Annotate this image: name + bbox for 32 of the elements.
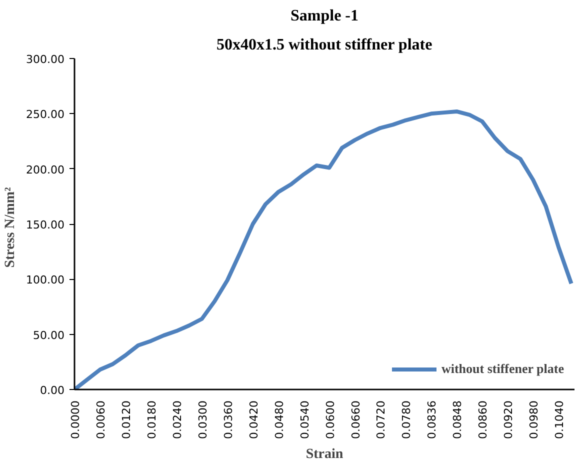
x-tick-label: 0.0300: [196, 400, 210, 439]
y-tick-label: 300.00: [26, 53, 65, 66]
x-tick-label: 0.0060: [94, 400, 108, 439]
x-tick-label: 0.0720: [374, 400, 388, 439]
x-tick-label: 0.1040: [553, 400, 566, 439]
x-tick-label: 0.0920: [502, 400, 516, 439]
y-tick-label: 0.00: [40, 384, 65, 397]
y-tick-label: 250.00: [26, 108, 65, 122]
x-tick-label: 0.0660: [349, 400, 362, 439]
x-tick-label: 0.0836: [426, 400, 439, 439]
x-tick-label: 0.0980: [528, 400, 541, 439]
y-tick-label: 150.00: [26, 218, 65, 232]
x-tick-label: 0.0780: [400, 400, 414, 439]
x-tick-label: 0.0860: [476, 400, 490, 439]
y-tick-label: 50.00: [33, 328, 65, 342]
chart-title: Sample -1: [290, 8, 358, 24]
x-tick-label: 0.0120: [120, 400, 133, 439]
y-tick-label: 200.00: [26, 163, 65, 176]
y-tick-label: 100.00: [26, 274, 65, 287]
x-tick-label: 0.0420: [247, 400, 260, 439]
x-tick-label: 0.0240: [170, 400, 184, 439]
x-tick-label: 0.0360: [222, 400, 235, 439]
y-axis-title: Stress N/mm²: [3, 187, 18, 268]
x-tick-label: 0.0540: [298, 400, 312, 439]
x-tick-label: 0.0180: [145, 400, 158, 439]
chart-subtitle: 50x40x1.5 without stiffner plate: [216, 36, 432, 54]
legend-label: without stiffener plate: [441, 361, 564, 377]
x-tick-label: 0.0480: [272, 400, 286, 439]
x-axis-title: Strain: [306, 446, 344, 462]
x-tick-label: 0.0000: [69, 400, 82, 439]
x-tick-label: 0.0600: [324, 400, 337, 439]
x-tick-label: 0.0848: [451, 400, 464, 439]
